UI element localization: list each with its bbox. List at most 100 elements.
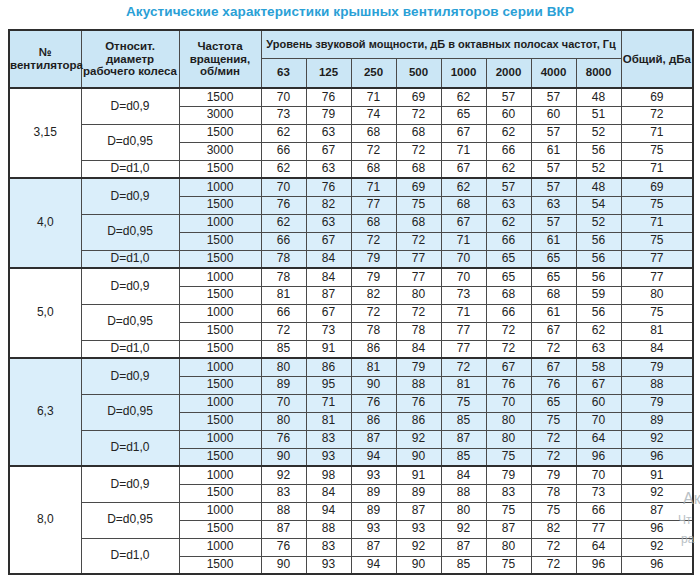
spl-value-cell: 77 [351,196,396,214]
spl-value-cell: 57 [486,178,531,196]
spl-value-cell: 63 [531,196,576,214]
spl-value-cell: 67 [441,124,486,142]
spl-value-cell: 63 [306,124,351,142]
spl-value-cell: 72 [351,232,396,250]
spl-value-cell: 67 [306,232,351,250]
header-freq-2000: 2000 [486,58,531,88]
spl-value-cell: 86 [306,358,351,376]
spl-value-cell: 90 [261,556,306,574]
spl-value-cell: 75 [531,502,576,520]
table-row: 3,15D=d0,91500707671696257574869 [9,88,693,106]
spl-value-cell: 70 [576,412,621,430]
spl-value-cell: 70 [261,394,306,412]
spl-value-cell: 89 [396,484,441,502]
spl-value-cell: 78 [351,322,396,340]
spl-value-cell: 66 [261,142,306,160]
spl-value-cell: 88 [261,502,306,520]
speed-cell: 1000 [179,430,261,448]
header-total-dba: Общий, дБа [621,30,693,88]
spl-value-cell: 62 [261,124,306,142]
total-cell: 77 [621,250,693,268]
spl-value-cell: 75 [531,412,576,430]
table-body: 3,15D=d0,9150070767169625757486930007379… [9,88,693,574]
spl-value-cell: 85 [441,448,486,466]
speed-cell: 1500 [179,232,261,250]
spl-value-cell: 60 [486,106,531,124]
spl-value-cell: 68 [351,160,396,178]
spl-value-cell: 86 [396,412,441,430]
spl-value-cell: 78 [261,250,306,268]
spl-value-cell: 96 [576,556,621,574]
spl-value-cell: 75 [441,394,486,412]
speed-cell: 1500 [179,322,261,340]
spl-value-cell: 62 [486,124,531,142]
spl-value-cell: 56 [576,304,621,322]
total-cell: 79 [621,358,693,376]
spl-value-cell: 62 [486,214,531,232]
spl-value-cell: 80 [261,358,306,376]
spl-value-cell: 68 [441,196,486,214]
spl-value-cell: 72 [396,304,441,322]
spl-value-cell: 64 [576,538,621,556]
header-freq-63: 63 [261,58,306,88]
spl-value-cell: 74 [351,106,396,124]
table-row: D=d0,951000666772727166615675 [9,304,693,322]
spl-value-cell: 70 [261,178,306,196]
spl-value-cell: 69 [396,88,441,106]
spl-value-cell: 68 [396,160,441,178]
diameter-cell: D=d0,9 [81,88,179,124]
spl-value-cell: 75 [486,556,531,574]
speed-cell: 1000 [179,178,261,196]
spl-value-cell: 72 [531,538,576,556]
spl-value-cell: 76 [261,196,306,214]
table-row: D=d0,951000889489878075756687 [9,502,693,520]
spl-value-cell: 63 [576,340,621,358]
spl-value-cell: 98 [306,466,351,484]
table-row: D=d0,951000707176767570656079 [9,394,693,412]
fan-size-cell: 3,15 [9,88,81,178]
spl-value-cell: 73 [306,322,351,340]
spl-value-cell: 73 [576,484,621,502]
spl-value-cell: 66 [486,232,531,250]
speed-cell: 1500 [179,250,261,268]
total-cell: 81 [621,322,693,340]
speed-cell: 3000 [179,106,261,124]
spl-value-cell: 57 [531,160,576,178]
spl-value-cell: 72 [531,556,576,574]
spl-value-cell: 48 [576,88,621,106]
spl-value-cell: 56 [576,232,621,250]
total-cell: 88 [621,376,693,394]
spl-value-cell: 66 [261,232,306,250]
spl-value-cell: 70 [486,394,531,412]
spl-value-cell: 82 [531,520,576,538]
header-impeller-diameter: Относит. диаметр рабочего колеса [81,30,179,88]
spl-value-cell: 90 [351,376,396,394]
speed-cell: 1500 [179,412,261,430]
spl-value-cell: 62 [261,160,306,178]
spl-value-cell: 68 [396,124,441,142]
spl-value-cell: 69 [396,178,441,196]
spl-value-cell: 85 [441,556,486,574]
spl-value-cell: 63 [306,214,351,232]
speed-cell: 1500 [179,124,261,142]
spl-value-cell: 76 [531,376,576,394]
spl-value-cell: 92 [396,430,441,448]
spl-value-cell: 57 [531,124,576,142]
speed-cell: 1500 [179,484,261,502]
spl-value-cell: 72 [261,322,306,340]
spl-value-cell: 76 [486,376,531,394]
total-cell: 79 [621,394,693,412]
spl-value-cell: 88 [441,484,486,502]
total-cell: 75 [621,232,693,250]
spl-value-cell: 72 [396,142,441,160]
total-cell: 84 [621,340,693,358]
spl-value-cell: 66 [486,142,531,160]
spl-value-cell: 72 [531,448,576,466]
spl-value-cell: 67 [531,322,576,340]
spl-value-cell: 83 [486,484,531,502]
speed-cell: 1000 [179,268,261,286]
spl-value-cell: 68 [531,286,576,304]
total-cell: 77 [621,268,693,286]
speed-cell: 1000 [179,304,261,322]
page-title: Акустические характеристики крышных вент… [0,4,700,19]
